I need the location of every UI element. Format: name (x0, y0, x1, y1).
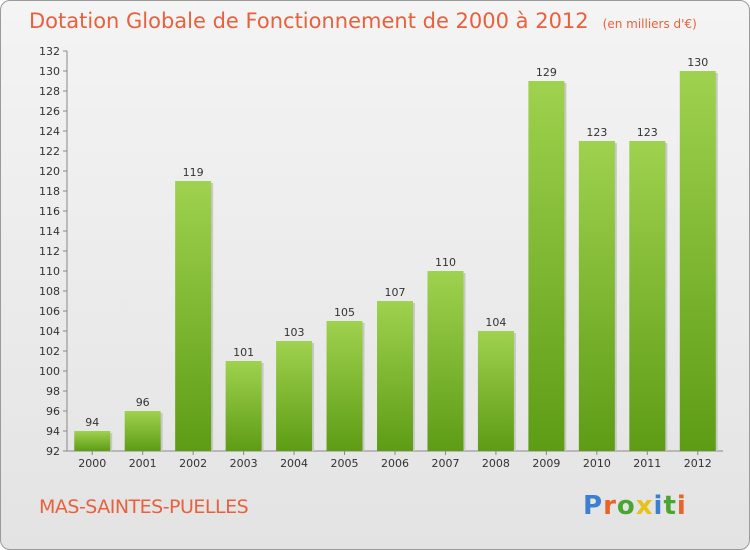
y-tick-label: 108 (39, 285, 60, 298)
bar-2012 (679, 71, 716, 451)
bar-2004 (276, 341, 313, 451)
chart-title: Dotation Globale de Fonctionnement de 20… (29, 9, 697, 33)
x-tick-label: 2002 (179, 457, 207, 470)
y-tick-label: 130 (39, 65, 60, 78)
bar-value-label: 104 (485, 316, 506, 329)
bar-value-label: 123 (637, 126, 658, 139)
y-tick-label: 122 (39, 145, 60, 158)
logo-letter: P (583, 491, 604, 521)
y-tick-label: 114 (39, 225, 60, 238)
x-tick-label: 2004 (280, 457, 308, 470)
bar-value-label: 103 (284, 326, 305, 339)
logo-letter: t (663, 491, 677, 521)
y-tick-label: 96 (46, 405, 60, 418)
logo-letter: i (653, 491, 664, 521)
x-tick-label: 2003 (230, 457, 258, 470)
y-tick-label: 92 (46, 445, 60, 458)
bar-value-label: 105 (334, 306, 355, 319)
logo-letter: i (676, 491, 687, 521)
x-tick-label: 2011 (633, 457, 661, 470)
y-tick-label: 124 (39, 125, 60, 138)
bar-2010 (578, 141, 615, 451)
y-tick-label: 106 (39, 305, 60, 318)
logo-letter: x (635, 491, 654, 521)
x-tick-label: 2001 (129, 457, 157, 470)
y-tick-label: 100 (39, 365, 60, 378)
bar-value-label: 110 (435, 256, 456, 269)
x-tick-label: 2008 (482, 457, 510, 470)
bar-2002 (175, 181, 212, 451)
logo-letter: o (616, 491, 636, 521)
unit-note: (en milliers d'€) (602, 17, 697, 31)
x-tick-label: 2000 (78, 457, 106, 470)
bar-value-label: 119 (183, 166, 204, 179)
bar-2003 (225, 361, 262, 451)
chart-labels: 94 2000 96 2001 119 2002 101 2003 103 2004 105 2005… (78, 56, 712, 470)
chart-axes: 92 94 96 98 100 102 104 106 108 110 112 114 116 118 12… (39, 45, 723, 458)
bar-value-label: 123 (586, 126, 607, 139)
bar-2006 (377, 301, 413, 451)
y-tick-label: 118 (39, 185, 60, 198)
bar-2009 (528, 81, 565, 451)
bar-2001 (124, 411, 161, 451)
bar-value-label: 96 (136, 396, 150, 409)
bar-value-label: 129 (536, 66, 557, 79)
bar-value-label: 94 (85, 416, 99, 429)
y-tick-label: 94 (46, 425, 60, 438)
x-tick-label: 2006 (381, 457, 409, 470)
bar-2005 (326, 321, 363, 451)
y-tick-label: 104 (39, 325, 60, 338)
y-tick-label: 120 (39, 165, 60, 178)
chart-bars (74, 71, 718, 451)
chart-title-text: Dotation Globale de Fonctionnement de 20… (29, 9, 589, 33)
x-tick-label: 2005 (331, 457, 359, 470)
bar-value-label: 101 (233, 346, 254, 359)
commune-name: MAS-SAINTES-PUELLES (39, 496, 249, 518)
bar-2011 (629, 141, 666, 451)
logo-letter: r (603, 491, 617, 521)
proxiti-logo: Proxiti (583, 491, 687, 521)
x-tick-label: 2010 (583, 457, 611, 470)
y-tick-label: 132 (39, 45, 60, 58)
bar-2007 (427, 271, 464, 451)
y-tick-label: 102 (39, 345, 60, 358)
x-tick-label: 2007 (431, 457, 459, 470)
y-tick-label: 112 (39, 245, 60, 258)
y-tick-label: 110 (39, 265, 60, 278)
x-tick-label: 2009 (532, 457, 560, 470)
bar-value-label: 107 (385, 286, 406, 299)
x-tick-label: 2012 (684, 457, 712, 470)
y-tick-label: 126 (39, 105, 60, 118)
bar-2008 (477, 331, 514, 451)
y-tick-label: 128 (39, 85, 60, 98)
y-tick-label: 116 (39, 205, 60, 218)
y-tick-label: 98 (46, 385, 60, 398)
bar-2000 (74, 431, 111, 451)
bar-value-label: 130 (687, 56, 708, 69)
